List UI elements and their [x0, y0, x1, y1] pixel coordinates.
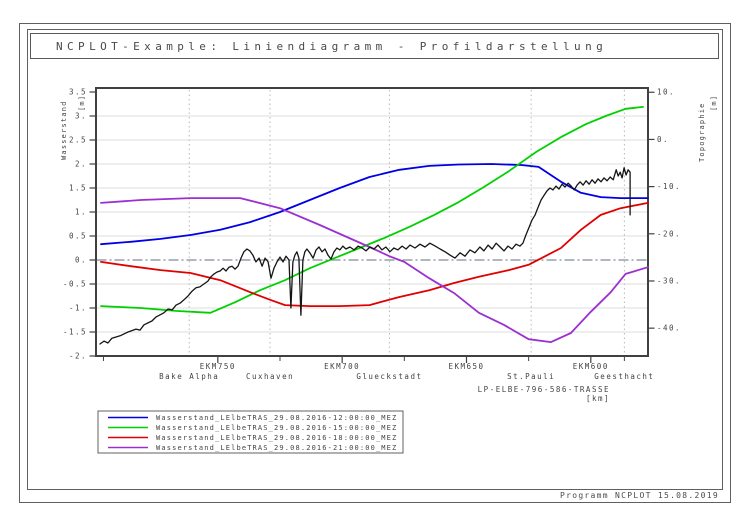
y-left-tick-label: 2.5 — [69, 136, 87, 145]
series-line-2 — [100, 201, 649, 308]
title-box: NCPLOT-Example: Liniendiagramm - Profild… — [30, 33, 719, 59]
x-major-tick-label: EKM650 — [448, 362, 484, 371]
series-line-1 — [100, 106, 644, 314]
station-label: Cuxhaven — [246, 372, 294, 381]
y-right-tick-label: 10. — [657, 88, 675, 97]
legend-box — [97, 410, 404, 454]
y-left-tick-label: 1.5 — [69, 184, 87, 193]
y-left-axis-unit: [m] — [78, 95, 86, 111]
footer-credit: Programm NCPLOT 15.08.2019 — [559, 491, 719, 500]
x-axis-unit: [km] — [586, 394, 610, 403]
legend-label: Wasserstand_LElbeTRAS_29.08.2016-18:00:0… — [156, 434, 397, 442]
y-left-tick-label: 2. — [75, 160, 87, 169]
series-line-4 — [99, 167, 631, 345]
x-major-tick-label: EKM750 — [200, 362, 236, 371]
y-left-tick-label: -1. — [69, 304, 87, 313]
station-label: Glueckstadt — [356, 372, 422, 381]
y-left-axis-title: Wasserstand — [60, 100, 68, 160]
y-right-axis-unit: [m] — [710, 95, 718, 111]
plot-box — [95, 87, 649, 357]
y-left-tick-label: 0.5 — [69, 232, 87, 241]
y-right-tick-label: 0. — [657, 135, 669, 144]
station-label: Bake Alpha — [159, 372, 219, 381]
y-right-tick-label: -10. — [657, 182, 681, 191]
x-major-tick-label: EKM700 — [324, 362, 360, 371]
y-left-tick-label: -2. — [69, 352, 87, 361]
series-line-0 — [100, 163, 649, 246]
y-right-tick-label: -20. — [657, 229, 681, 238]
page-title: NCPLOT-Example: Liniendiagramm - Profild… — [56, 39, 608, 53]
y-right-tick-label: -30. — [657, 276, 681, 285]
y-left-tick-label: 3. — [75, 112, 87, 121]
y-left-tick-label: -0.5 — [63, 280, 87, 289]
y-left-tick-label: 1. — [75, 208, 87, 217]
y-left-tick-label: 3.5 — [69, 88, 87, 97]
station-label: St.Pauli — [507, 372, 555, 381]
legend-label: Wasserstand_LElbeTRAS_29.08.2016-12:00:0… — [156, 414, 397, 422]
legend-label: Wasserstand_LElbeTRAS_29.08.2016-15:00:0… — [156, 424, 397, 432]
inner-frame — [27, 29, 723, 490]
legend-label: Wasserstand_LElbeTRAS_29.08.2016-21:00:0… — [156, 444, 397, 452]
outer-frame — [19, 23, 731, 503]
x-axis-title: LP-ELBE-796-586-TRASSE — [478, 385, 610, 394]
x-major-tick-label: EKM600 — [573, 362, 609, 371]
series-line-3 — [100, 197, 649, 344]
y-left-tick-label: -1.5 — [63, 328, 87, 337]
station-label: Geesthacht — [594, 372, 654, 381]
y-right-tick-label: -40. — [657, 324, 681, 333]
y-left-tick-label: 0. — [75, 256, 87, 265]
y-right-axis-title: Topographie — [698, 102, 706, 162]
